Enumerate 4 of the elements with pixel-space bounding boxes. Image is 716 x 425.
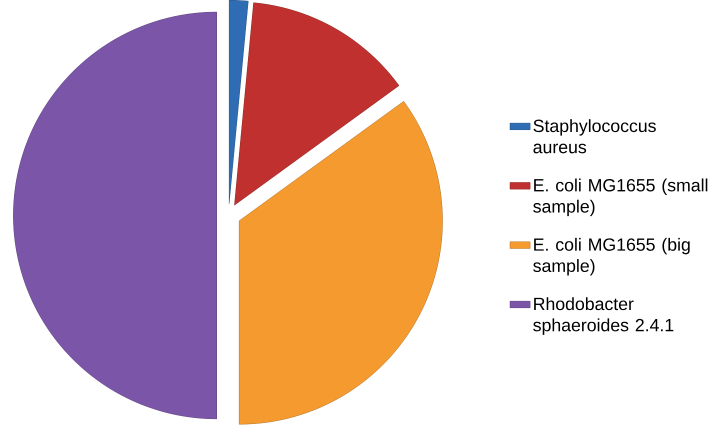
legend-label: E. coli MG1655 (big sample)	[533, 238, 690, 276]
legend-label: Rhodobacter sphaeroides 2.4.1	[533, 297, 674, 336]
legend-label: Staphylococcus aureus	[533, 119, 656, 154]
legend-label: E. coli MG1655 (small sample)	[533, 178, 708, 216]
